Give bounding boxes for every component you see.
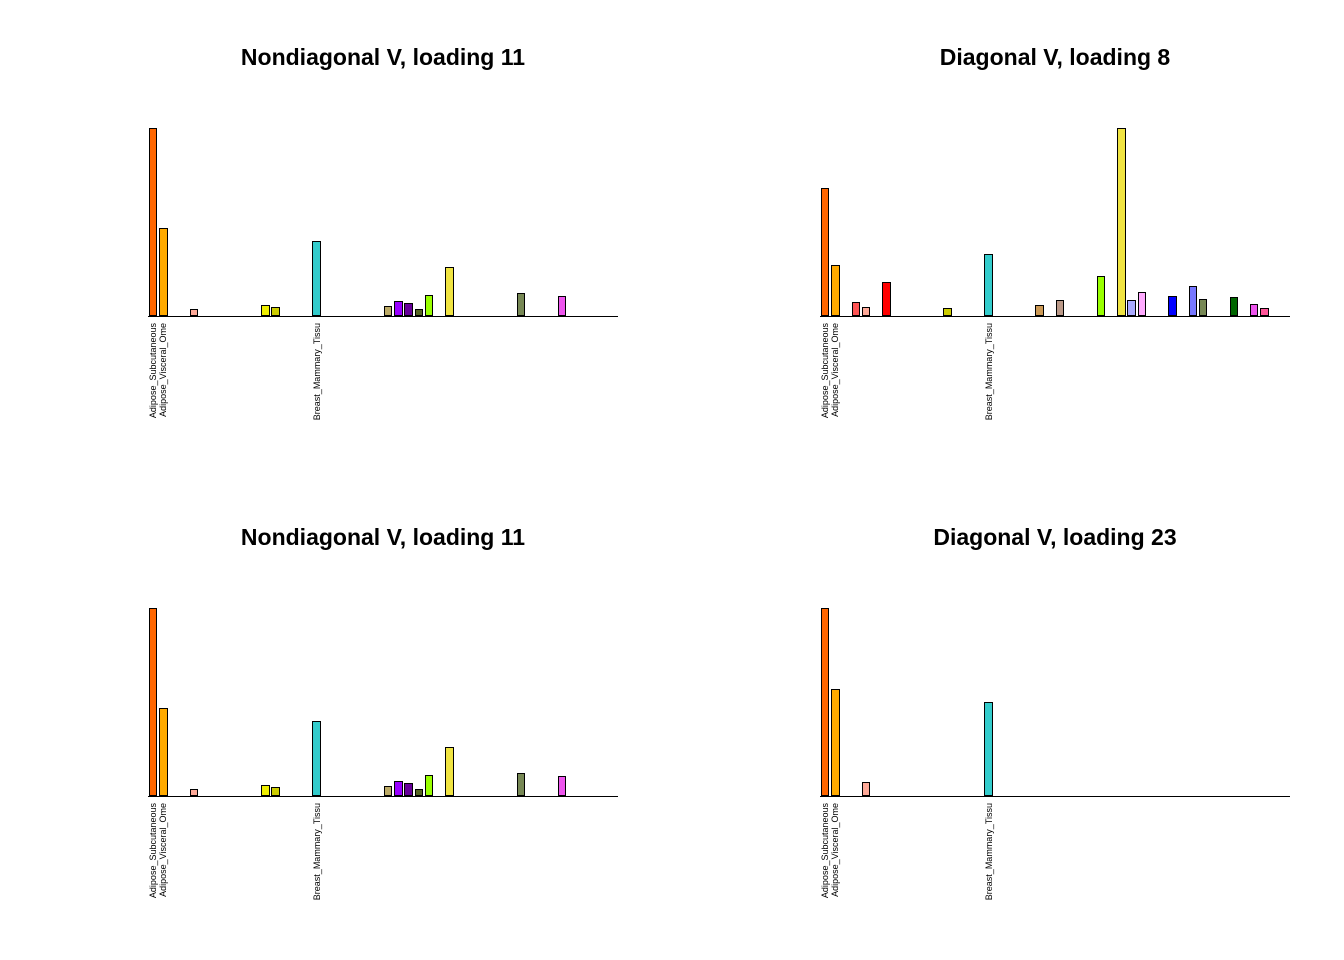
bar xyxy=(943,308,952,316)
x-tick-label: Adipose_Subcutaneous xyxy=(820,803,831,899)
chart-bottom-left: Nondiagonal V, loading 11 Adipose_Subcut… xyxy=(0,480,672,960)
chart-title: Nondiagonal V, loading 11 xyxy=(240,524,526,550)
x-tick-label: Breast_Mammary_Tissu xyxy=(311,323,322,421)
x-axis-labels: Adipose_Subcutaneous Adipose_Visceral_Ome… xyxy=(820,797,1290,957)
x-tick-label: Adipose_Subcutaneous xyxy=(148,323,159,419)
bar xyxy=(557,776,567,796)
x-tick-label: Adipose_Visceral_Ome xyxy=(158,803,169,897)
bar xyxy=(831,688,840,796)
bar xyxy=(1188,285,1198,316)
bar xyxy=(271,786,280,796)
bar xyxy=(148,128,158,316)
bar xyxy=(383,786,393,796)
bar xyxy=(1260,307,1269,316)
bar xyxy=(414,789,423,796)
bar xyxy=(851,301,860,316)
bar xyxy=(414,309,423,316)
bar xyxy=(445,747,454,796)
x-tick-label: Adipose_Visceral_Ome xyxy=(830,803,841,897)
plot-area xyxy=(820,608,1290,797)
bar xyxy=(557,296,567,316)
x-tick-label: Adipose_Subcutaneous xyxy=(148,803,159,899)
bar xyxy=(882,282,891,316)
bar xyxy=(1096,275,1106,316)
bar xyxy=(1198,299,1208,316)
chart-title: Diagonal V, loading 23 xyxy=(933,524,1177,550)
bar xyxy=(383,306,393,316)
bar xyxy=(159,227,168,316)
x-axis-labels: Adipose_Subcutaneous Adipose_Visceral_Ome… xyxy=(148,797,618,957)
x-axis-labels: Adipose_Subcutaneous Adipose_Visceral_Ome… xyxy=(148,317,618,477)
bar xyxy=(424,295,434,316)
bar xyxy=(984,702,993,796)
x-tick-label: Adipose_Visceral_Ome xyxy=(830,323,841,417)
bar xyxy=(312,720,321,796)
bar xyxy=(394,780,403,796)
x-tick-label: Breast_Mammary_Tissu xyxy=(311,803,322,901)
bar xyxy=(404,782,413,796)
bar xyxy=(445,267,454,316)
x-tick-label: Adipose_Visceral_Ome xyxy=(158,323,169,417)
bar xyxy=(516,773,526,796)
bar xyxy=(831,265,840,316)
chart-title: Nondiagonal V, loading 11 xyxy=(240,44,526,70)
plot-area xyxy=(148,608,618,797)
bar xyxy=(1249,303,1259,316)
bar xyxy=(1055,299,1065,316)
bar xyxy=(820,188,830,316)
plot-area xyxy=(148,128,618,317)
bar xyxy=(189,309,199,316)
bar xyxy=(261,784,270,796)
bar xyxy=(189,789,199,796)
bar xyxy=(312,240,321,316)
bar xyxy=(1229,297,1239,316)
bar xyxy=(424,775,434,796)
bar xyxy=(861,781,871,796)
bar xyxy=(1117,128,1126,316)
bar xyxy=(1127,299,1136,316)
chart-top-right: Diagonal V, loading 8 Adipose_Subcutaneo… xyxy=(672,0,1344,480)
bar xyxy=(1137,291,1147,316)
bar xyxy=(271,306,280,316)
x-tick-label: Breast_Mammary_Tissu xyxy=(983,803,994,901)
x-axis-labels: Adipose_Subcutaneous Adipose_Visceral_Ome… xyxy=(820,317,1290,477)
bar xyxy=(404,302,413,316)
bar xyxy=(516,293,526,316)
bar xyxy=(148,608,158,796)
bar xyxy=(261,304,270,316)
x-tick-label: Breast_Mammary_Tissu xyxy=(983,323,994,421)
chart-top-left: Nondiagonal V, loading 11 Adipose_Subcut… xyxy=(0,0,672,480)
bar xyxy=(394,300,403,316)
bar xyxy=(1168,295,1177,316)
x-tick-label: Adipose_Subcutaneous xyxy=(820,323,831,419)
bar xyxy=(984,253,993,316)
bar xyxy=(159,707,168,796)
bar xyxy=(1035,304,1044,316)
plot-area xyxy=(820,128,1290,317)
bar xyxy=(820,608,830,796)
chart-bottom-right: Diagonal V, loading 23 Adipose_Subcutane… xyxy=(672,480,1344,960)
chart-title: Diagonal V, loading 8 xyxy=(939,44,1171,70)
bar xyxy=(861,306,871,316)
